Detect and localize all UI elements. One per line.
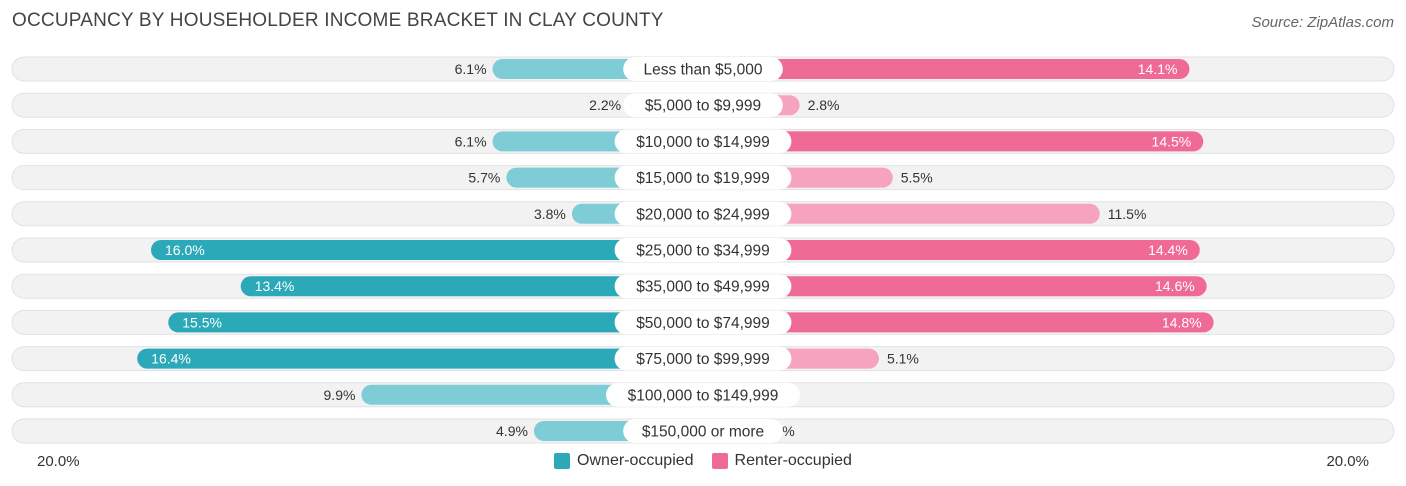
category-pill [623, 419, 783, 443]
category-pill [614, 129, 792, 154]
chart-title: OCCUPANCY BY HOUSEHOLDER INCOME BRACKET … [12, 10, 664, 31]
owner-value-label: 6.1% [455, 61, 487, 77]
renter-value-label: 5.5% [901, 170, 933, 186]
axis-max-label: 20.0% [1326, 453, 1369, 470]
source-label: Source: ZipAtlas.com [1251, 14, 1394, 31]
category-pill [614, 310, 792, 335]
legend: Owner-occupied Renter-occupied [0, 452, 1406, 470]
legend-item-renter[interactable]: Renter-occupied [711, 452, 852, 470]
category-label: Less than $5,000 [644, 62, 763, 79]
owner-value-label: 2.2% [589, 97, 621, 113]
category-label: $10,000 to $14,999 [636, 134, 770, 151]
category-pill [606, 382, 800, 407]
renter-value-label: 2.8% [808, 97, 840, 113]
owner-value-label: 13.4% [255, 278, 295, 294]
category-label: $15,000 to $19,999 [636, 170, 770, 187]
legend-swatch-owner [554, 453, 571, 469]
renter-value-label: 14.8% [1162, 314, 1202, 330]
owner-value-label: 6.1% [455, 133, 487, 149]
legend-swatch-renter [711, 453, 728, 469]
category-pill [614, 201, 792, 226]
category-label: $50,000 to $74,999 [636, 315, 770, 332]
owner-value-label: 16.0% [165, 242, 205, 258]
category-label: $20,000 to $24,999 [636, 206, 770, 223]
category-pill [614, 238, 792, 262]
category-label: $75,000 to $99,999 [636, 351, 770, 368]
legend-label-renter: Renter-occupied [734, 452, 852, 469]
renter-bar [703, 240, 1200, 260]
renter-value-label: 11.5% [1108, 206, 1147, 222]
renter-value-label: 14.4% [1148, 242, 1188, 258]
renter-value-label: 14.1% [1138, 61, 1178, 77]
category-pill [623, 57, 783, 81]
owner-value-label: 15.5% [182, 314, 222, 330]
owner-bar [240, 276, 703, 297]
category-pill [614, 346, 792, 371]
owner-value-label: 16.4% [151, 351, 191, 367]
renter-value-label: 5.1% [887, 351, 919, 367]
renter-bar [703, 312, 1214, 333]
category-label: $100,000 to $149,999 [628, 387, 779, 404]
axis-min-label: 20.0% [37, 453, 80, 470]
legend-item-owner[interactable]: Owner-occupied [554, 452, 694, 470]
owner-bar [137, 348, 703, 369]
renter-bar [703, 59, 1190, 79]
owner-value-label: 3.8% [534, 206, 566, 222]
category-pill [614, 165, 792, 190]
legend-label-owner: Owner-occupied [577, 452, 694, 469]
category-label: $5,000 to $9,999 [645, 98, 761, 115]
renter-bar [703, 203, 1100, 224]
owner-bar [151, 240, 703, 260]
renter-value-label: 14.5% [1152, 133, 1192, 149]
owner-value-label: 5.7% [468, 170, 500, 186]
owner-value-label: 9.9% [324, 387, 356, 403]
category-pill [614, 274, 792, 299]
owner-bar [168, 312, 703, 333]
renter-bar [703, 276, 1207, 297]
renter-value-label: 14.6% [1155, 278, 1195, 294]
renter-bar [703, 131, 1204, 152]
category-label: $25,000 to $34,999 [636, 243, 770, 260]
category-label: $150,000 or more [642, 424, 764, 441]
category-label: $35,000 to $49,999 [636, 279, 770, 296]
category-pill [623, 93, 783, 118]
owner-value-label: 4.9% [496, 423, 528, 439]
